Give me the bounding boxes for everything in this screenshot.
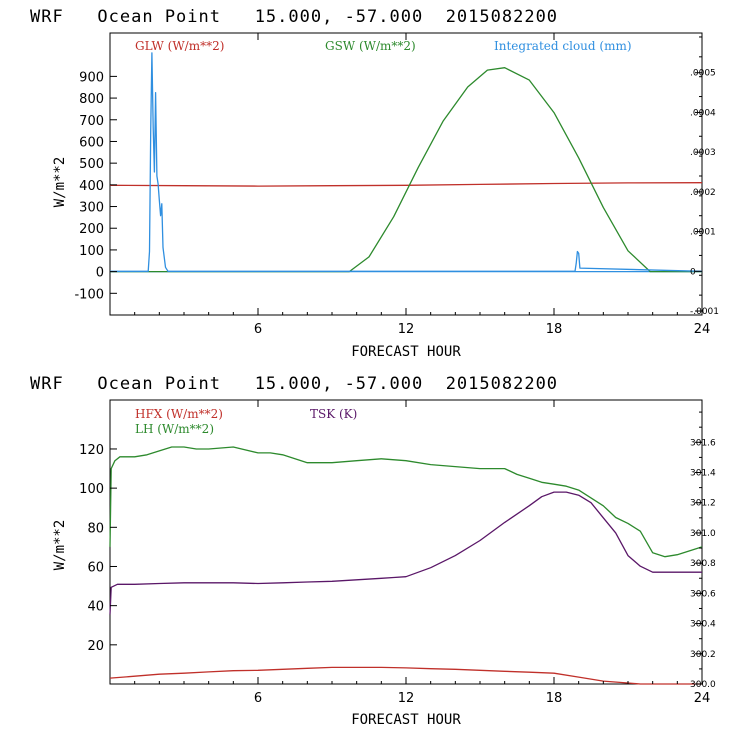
y2-tick-label: .0001 [690,228,716,238]
series-line-tsk [109,491,702,615]
y2-tick-label: 300.0 [690,680,716,690]
y-tick-label: 40 [87,600,104,615]
x-tick-label: 24 [694,691,711,706]
y-tick-label: 300 [79,201,104,216]
y2-tick-label: 300.8 [690,559,716,569]
y2-tick-label: 0 [690,267,696,277]
panel-radiation: WRF Ocean Point 15.000, -57.000 20150822… [30,7,719,360]
panel2-y-axis-label: W/m**2 [52,520,68,571]
x-tick-label: 12 [398,322,415,337]
y2-tick-label: 301.0 [690,529,716,539]
y-tick-label: 120 [79,443,104,458]
panel1-x-axis-label: FORECAST HOUR [351,344,461,360]
y-tick-label: 600 [79,135,104,150]
y2-tick-label: .0003 [690,148,716,158]
y-tick-label: 0 [96,266,104,281]
y2-tick-label: -.0001 [690,307,719,317]
y-tick-label: 100 [79,482,104,497]
legend-hfx: HFX (W/m**2) [135,407,223,421]
panel1-y-axis-label: W/m**2 [52,157,68,208]
y2-tick-label: 300.4 [690,620,716,630]
y-tick-label: 200 [79,222,104,237]
x-tick-label: 6 [254,691,262,706]
legend-cloud: Integrated cloud (mm) [494,39,632,53]
y-tick-label: 500 [79,157,104,172]
series-line-glw [109,182,703,187]
x-tick-label: 18 [546,322,563,337]
y2-tick-label: .0005 [690,69,716,79]
legend-gsw: GSW (W/m**2) [325,39,416,53]
panel-fluxes: WRF Ocean Point 15.000, -57.000 20150822… [30,374,716,728]
series-line-lh [109,446,703,558]
panel1-frame [109,32,703,316]
y-tick-label: 80 [87,521,104,536]
series-line-hfx [109,666,702,685]
y-tick-label: 900 [79,70,104,85]
panel2-title: WRF Ocean Point 15.000, -57.000 20150822… [30,374,558,394]
x-tick-label: 24 [694,322,711,337]
panel1-title: WRF Ocean Point 15.000, -57.000 20150822… [30,7,558,27]
y-tick-label: 400 [79,179,104,194]
legend-lh: LH (W/m**2) [135,422,214,436]
y2-tick-label: 300.6 [690,589,716,599]
y-tick-label: 700 [79,114,104,129]
x-tick-label: 18 [546,691,563,706]
legend-tsk: TSK (K) [310,407,357,421]
y-tick-label: 60 [87,560,104,575]
y2-tick-label: 300.2 [690,650,716,660]
series-line-integrated [110,52,703,272]
series-line-gsw [110,67,702,273]
y-tick-label: 100 [79,244,104,259]
panel2-frame [109,399,703,685]
y-tick-label: 800 [79,92,104,107]
legend-glw: GLW (W/m**2) [135,39,224,53]
panel2-x-axis-label: FORECAST HOUR [351,712,461,728]
y2-tick-label: 301.2 [690,499,716,509]
y2-tick-label: .0002 [690,188,716,198]
y2-tick-label: 301.6 [690,438,716,448]
x-tick-label: 12 [398,691,415,706]
x-tick-label: 6 [254,322,262,337]
y-tick-label: 20 [87,639,104,654]
y2-tick-label: .0004 [690,108,716,118]
y2-tick-label: 301.4 [690,469,716,479]
y-tick-label: -100 [74,287,104,302]
